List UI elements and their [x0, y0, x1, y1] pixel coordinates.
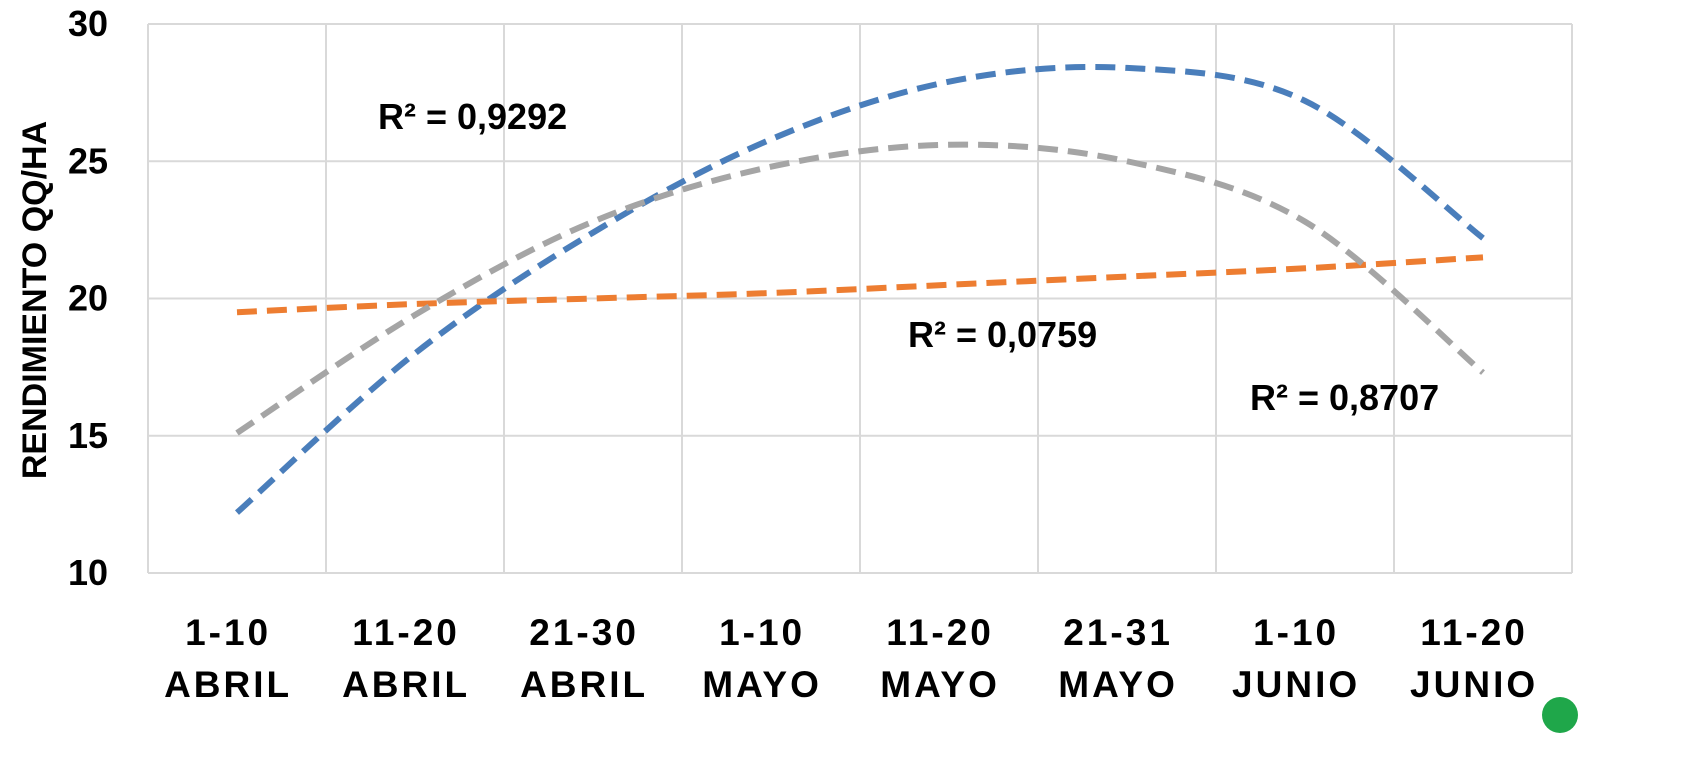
x-tick-label-line1: 21-31	[1063, 612, 1173, 653]
x-tick-label: 1-10 ABRIL	[164, 612, 292, 705]
x-tick-label-line2: MAYO	[702, 664, 822, 705]
x-tick-label-line1: 11-20	[352, 612, 460, 653]
x-axis-ticks: 1-10ABRIL11-20ABRIL21-30ABRIL1-10MAYO11-…	[164, 612, 1538, 705]
x-tick-label-line2: ABRIL	[164, 664, 292, 705]
y-tick-label: 30	[68, 3, 108, 44]
gridlines	[147, 23, 1573, 574]
x-tick-label-line1: 1-10	[719, 612, 805, 653]
x-tick-label-line1: 21-30	[529, 612, 639, 653]
x-tick-label-line2: ABRIL	[520, 664, 648, 705]
x-tick-label: 1-10 MAYO	[702, 612, 822, 705]
r2-label-series-3: R² = 0,8707	[1250, 377, 1439, 418]
corner-badge	[1542, 697, 1578, 733]
trendline-series-3	[235, 141, 1485, 436]
x-tick-label-line1: 11-20	[886, 612, 994, 653]
x-tick-label-line2: JUNIO	[1410, 664, 1538, 705]
x-tick-label-line1: 1-10	[185, 612, 271, 653]
r2-label-series-2: R² = 0,0759	[908, 314, 1097, 355]
x-tick-label: 11-20 ABRIL	[342, 612, 470, 705]
x-tick-label-line1: 1-10	[1253, 612, 1339, 653]
x-tick-label-line1: 11-20	[1420, 612, 1528, 653]
x-tick-label: 1-10 JUNIO	[1232, 612, 1360, 705]
y-tick-label: 15	[68, 415, 108, 456]
r2-label-series-1: R² = 0,9292	[378, 96, 567, 137]
x-tick-label: 21-31 MAYO	[1058, 612, 1178, 705]
x-tick-label: 11-20 JUNIO	[1410, 612, 1538, 705]
x-tick-label-line2: ABRIL	[342, 664, 470, 705]
y-tick-label: 20	[68, 278, 108, 319]
trendline-series-2	[236, 254, 1484, 316]
x-tick-label-line2: MAYO	[1058, 664, 1178, 705]
trendline-series-1	[234, 63, 1485, 515]
x-tick-label: 11-20 MAYO	[880, 612, 1000, 705]
x-tick-label-line2: MAYO	[880, 664, 1000, 705]
y-tick-label: 25	[68, 140, 108, 181]
x-tick-label: 21-30 ABRIL	[520, 612, 648, 705]
y-axis-ticks: 10 15 20 25 30	[68, 3, 108, 593]
trendlines	[234, 63, 1485, 515]
x-tick-label-line2: JUNIO	[1232, 664, 1360, 705]
y-tick-label: 10	[68, 552, 108, 593]
y-axis-label: RENDIMIENTO QQ/HA	[16, 121, 54, 479]
